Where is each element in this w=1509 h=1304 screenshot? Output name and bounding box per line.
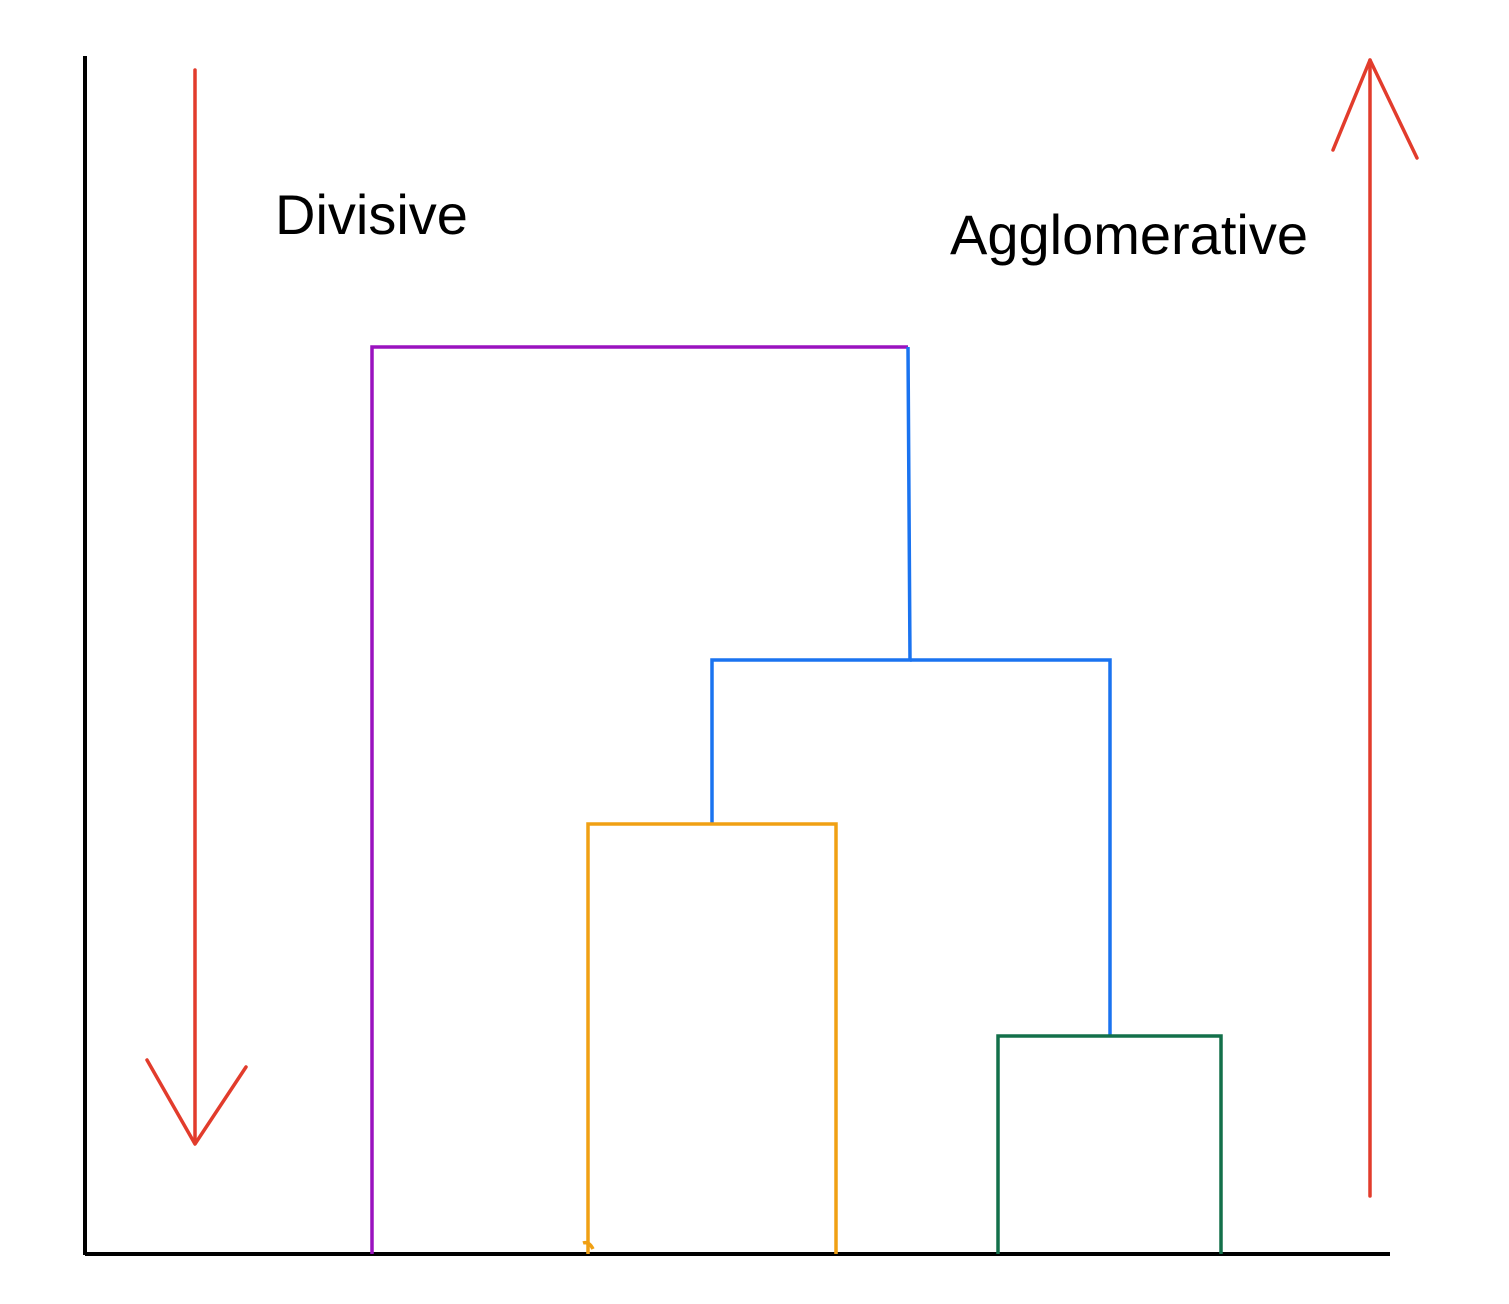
mid-branch-right [910,658,1112,1036]
agglomerative-arrow [1331,58,1419,1198]
divisive-label: Divisive [275,183,468,246]
agglomerative-arrow-head [1331,58,1419,160]
root-branch [370,345,908,1254]
divisive-arrow-head [145,1058,248,1146]
mid-branch [710,346,912,825]
divisive-arrow [145,68,248,1146]
right-cluster-branch [996,1034,1223,1254]
agglomerative-label: Agglomerative [950,203,1308,266]
dendrogram [370,345,1223,1254]
left-cluster-tick [582,1240,595,1250]
axes [83,56,1390,1256]
left-cluster-branch [586,822,838,1254]
